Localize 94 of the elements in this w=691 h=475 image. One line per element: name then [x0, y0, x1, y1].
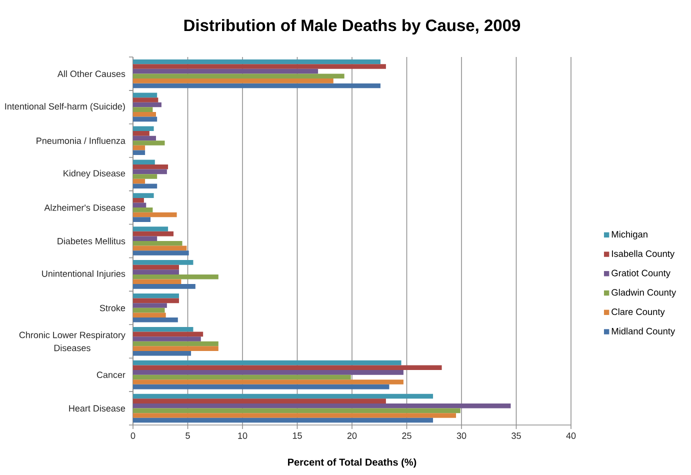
bar [133, 308, 165, 313]
bar [133, 250, 189, 256]
bar [133, 332, 204, 337]
x-tick-label: 0 [130, 432, 136, 439]
bar [133, 193, 154, 198]
bar [133, 294, 179, 298]
y-tick-label: Intentional Self-harm (Suicide) [5, 102, 125, 112]
bar [133, 298, 179, 304]
bar [133, 174, 158, 179]
bar [133, 360, 402, 366]
bar [133, 374, 351, 380]
bar [133, 126, 154, 132]
bar [133, 279, 182, 284]
bar [133, 370, 404, 375]
legend-label: Gratiot County [612, 270, 670, 278]
bar [133, 326, 194, 332]
legend-label: Michigan [612, 230, 648, 240]
bar [133, 264, 179, 270]
y-tick-label: Heart Disease [69, 404, 126, 412]
bar [133, 336, 201, 342]
bar [133, 150, 146, 156]
bar [133, 107, 153, 112]
bar [133, 318, 178, 322]
bar [133, 350, 192, 356]
x-tick-label: 5 [186, 432, 190, 439]
bar [133, 418, 434, 423]
bar [133, 284, 196, 289]
bar [133, 140, 165, 146]
bar [133, 145, 146, 150]
legend-label: Midland County [612, 328, 676, 336]
bar [133, 341, 218, 346]
bar [133, 131, 150, 136]
bar [133, 98, 158, 102]
bar [133, 274, 218, 280]
bar [133, 365, 442, 370]
legend-label: Gladwin County [612, 288, 676, 298]
x-tick-label: 40 [566, 432, 576, 439]
y-tick-label: Chronic Lower Respiratory Diseases [19, 332, 126, 352]
bar [133, 169, 167, 174]
bar [133, 198, 144, 203]
bar [133, 380, 404, 384]
bar [133, 102, 162, 108]
bar [133, 246, 187, 251]
bar [133, 231, 174, 236]
bar [133, 312, 166, 318]
bar [133, 68, 318, 74]
x-tick-label: 20 [347, 432, 357, 439]
y-tick-label: Unintentional Injuries [42, 270, 126, 279]
bar [133, 212, 177, 218]
bar [133, 59, 380, 64]
bar [133, 408, 460, 414]
bar [133, 226, 168, 232]
bar [133, 74, 344, 79]
bar [133, 270, 179, 274]
bar [133, 217, 151, 222]
bar [133, 241, 182, 246]
y-tick-label: Diabetes Mellitus [58, 238, 126, 244]
bar [133, 202, 146, 208]
bar [133, 398, 386, 404]
x-tick-label: 10 [238, 432, 248, 439]
bar [133, 116, 158, 122]
x-tick-label: 35 [512, 432, 521, 439]
bar [133, 236, 158, 241]
bar [133, 413, 456, 418]
bar [133, 184, 158, 188]
bar [133, 136, 156, 141]
bar [133, 160, 155, 164]
y-tick-label: Pneumonia / Influenza [36, 137, 126, 144]
bar [133, 384, 390, 390]
bar [133, 112, 156, 117]
x-axis-title: Percent of Total Deaths (%) [288, 458, 416, 468]
bar [133, 260, 194, 265]
legend-label: Isabella County [612, 250, 675, 259]
bar [133, 208, 153, 212]
y-tick-label: Alzheimer's Disease [44, 204, 126, 211]
x-tick-label: 30 [456, 432, 466, 439]
x-tick-label: 15 [292, 432, 302, 439]
bar [133, 78, 334, 84]
bar [133, 83, 380, 88]
y-tick-label: Stroke [100, 304, 126, 312]
legend-label: Clare County [612, 308, 665, 317]
bar [133, 92, 158, 98]
bar [133, 394, 434, 399]
y-tick-label: Cancer [96, 372, 126, 378]
y-tick-label: Kidney Disease [64, 170, 126, 178]
chart-title: Distribution of Male Deaths by Cause, 2009 [184, 19, 520, 34]
y-tick-label: All Other Causes [57, 70, 126, 78]
bar [133, 346, 218, 351]
bar [133, 64, 386, 69]
x-tick-label: 25 [402, 432, 412, 439]
bar [133, 303, 167, 308]
bar [133, 178, 146, 184]
bar [133, 164, 168, 170]
bar [133, 403, 511, 408]
